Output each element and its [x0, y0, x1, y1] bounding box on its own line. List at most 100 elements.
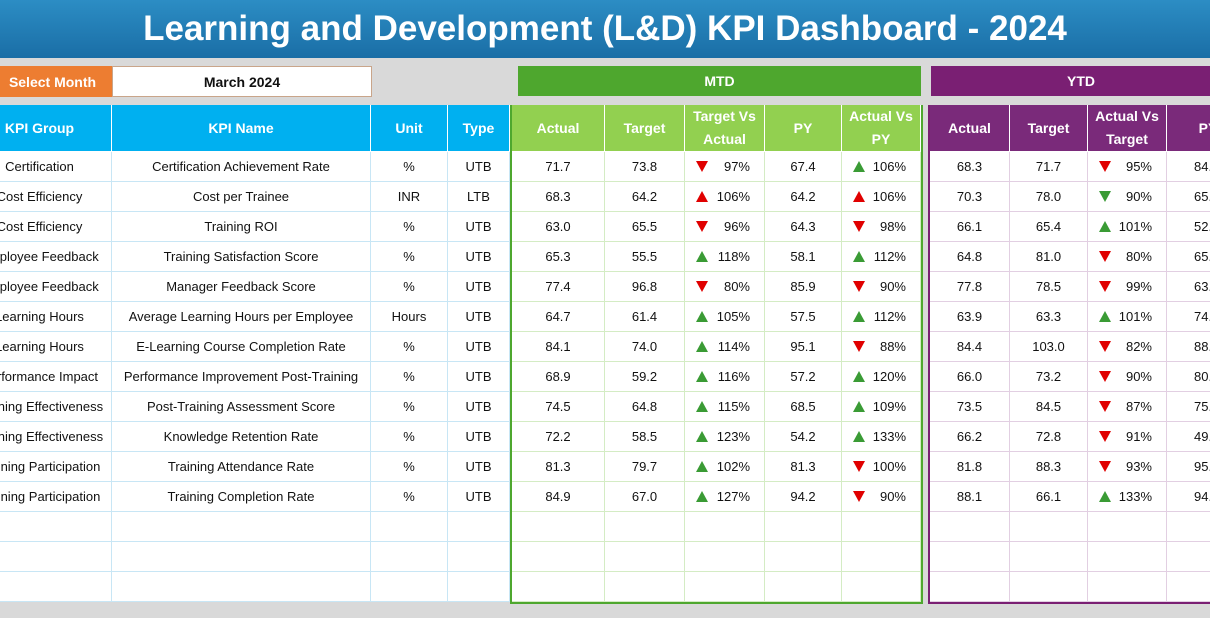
mtd-cell: 120% [842, 362, 921, 392]
arrow-up [696, 341, 708, 352]
empty-cell [0, 572, 112, 602]
ytd-cell: 84. [1167, 152, 1210, 182]
empty-cell [512, 572, 605, 602]
ytd-cell: 94. [1167, 482, 1210, 512]
empty-cell [842, 542, 921, 572]
ytd-cell: 88. [1167, 332, 1210, 362]
mtd-cell: 90% [842, 482, 921, 512]
dashboard-title: Learning and Development (L&D) KPI Dashb… [143, 9, 1067, 48]
ytd-cell: 74. [1167, 302, 1210, 332]
mtd-cell: 112% [842, 242, 921, 272]
ytd-cell: 73.5 [930, 392, 1010, 422]
empty-cell [112, 542, 371, 572]
empty-cell [685, 572, 765, 602]
table-column-header: Unit [371, 105, 448, 152]
mtd-cell: 123% [685, 422, 765, 452]
arrow-down [696, 161, 708, 172]
mtd-column-header: Actual [512, 105, 605, 152]
mtd-cell: 109% [842, 392, 921, 422]
table-cell: % [371, 332, 448, 362]
table-cell: UTB [448, 422, 510, 452]
mtd-cell: 57.5 [765, 302, 842, 332]
mtd-column-header: PY [765, 105, 842, 152]
table-cell: INR [371, 182, 448, 212]
empty-cell [930, 542, 1010, 572]
mtd-cell: 114% [685, 332, 765, 362]
empty-cell [1088, 572, 1167, 602]
table-cell: Certification [0, 152, 112, 182]
ytd-cell: 66.1 [930, 212, 1010, 242]
arrow-up [853, 311, 865, 322]
table-cell: Knowledge Retention Rate [112, 422, 371, 452]
mtd-cell: 68.9 [512, 362, 605, 392]
ytd-cell: 73.2 [1010, 362, 1088, 392]
arrow-down [853, 491, 865, 502]
month-selector[interactable]: March 2024 [112, 66, 372, 97]
ytd-cell: 82% [1088, 332, 1167, 362]
ytd-cell: 64.8 [930, 242, 1010, 272]
table-cell: % [371, 242, 448, 272]
empty-cell [605, 572, 685, 602]
mtd-cell: 96% [685, 212, 765, 242]
mtd-cell: 68.3 [512, 182, 605, 212]
mtd-cell: 64.2 [765, 182, 842, 212]
ytd-cell: 49. [1167, 422, 1210, 452]
empty-cell [1088, 542, 1167, 572]
empty-cell [765, 572, 842, 602]
ytd-cell: 70.3 [930, 182, 1010, 212]
arrow-down [1099, 281, 1111, 292]
table-cell: % [371, 452, 448, 482]
ytd-cell: 65. [1167, 242, 1210, 272]
empty-cell [1167, 542, 1210, 572]
arrow-down [1099, 161, 1111, 172]
empty-cell [371, 572, 448, 602]
arrow-down [696, 281, 708, 292]
table-cell: Learning Hours [0, 302, 112, 332]
table-cell: UTB [448, 242, 510, 272]
arrow-up [1099, 311, 1111, 322]
mtd-cell: 95.1 [765, 332, 842, 362]
table-cell: UTB [448, 212, 510, 242]
empty-cell [0, 542, 112, 572]
ytd-cell: 88.3 [1010, 452, 1088, 482]
table-cell: LTB [448, 182, 510, 212]
mtd-cell: 55.5 [605, 242, 685, 272]
mtd-cell: 77.4 [512, 272, 605, 302]
table-cell: Training ROI [112, 212, 371, 242]
ytd-cell: 91% [1088, 422, 1167, 452]
mtd-title: MTD [518, 66, 921, 96]
mtd-cell: 81.3 [512, 452, 605, 482]
empty-cell [1167, 572, 1210, 602]
mtd-cell: 58.1 [765, 242, 842, 272]
mtd-cell: 80% [685, 272, 765, 302]
arrow-down [1099, 371, 1111, 382]
empty-cell [685, 542, 765, 572]
mtd-cell: 100% [842, 452, 921, 482]
empty-cell [112, 512, 371, 542]
arrow-down [1099, 431, 1111, 442]
empty-cell [842, 512, 921, 542]
ytd-cell: 63.3 [1010, 302, 1088, 332]
mtd-cell: 64.2 [605, 182, 685, 212]
table-column-header: KPI Group [0, 105, 112, 152]
table-cell: Cost per Trainee [112, 182, 371, 212]
arrow-down [1099, 191, 1111, 202]
table-cell: % [371, 392, 448, 422]
empty-cell [605, 542, 685, 572]
mtd-cell: 106% [842, 152, 921, 182]
ytd-cell: 88.1 [930, 482, 1010, 512]
empty-cell [1167, 512, 1210, 542]
empty-cell [685, 512, 765, 542]
table-cell: E-Learning Course Completion Rate [112, 332, 371, 362]
empty-cell [930, 572, 1010, 602]
table-column-header: KPI Name [112, 105, 371, 152]
table-cell: Training Effectiveness [0, 422, 112, 452]
mtd-cell: 106% [685, 182, 765, 212]
arrow-up [696, 371, 708, 382]
ytd-column-header: Actual [930, 105, 1010, 152]
ytd-cell: 87% [1088, 392, 1167, 422]
arrow-up [853, 431, 865, 442]
empty-cell [1088, 512, 1167, 542]
table-cell: % [371, 152, 448, 182]
mtd-cell: 72.2 [512, 422, 605, 452]
